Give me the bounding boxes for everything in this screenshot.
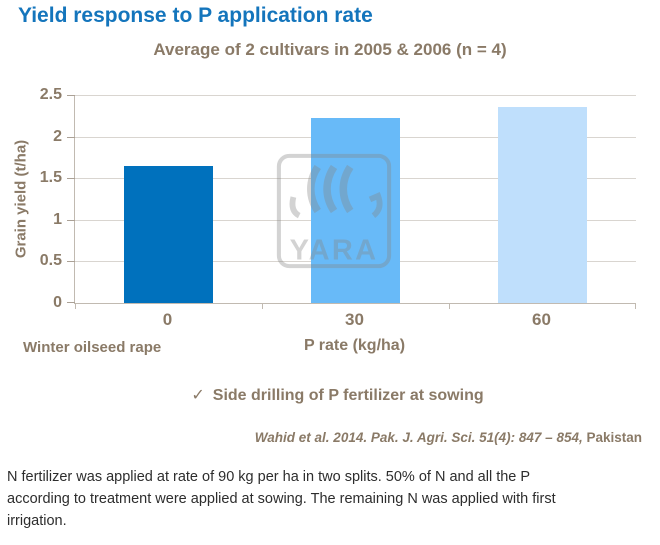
x-tick-label: 0 [162, 310, 173, 329]
y-tick-mark [67, 261, 75, 263]
check-note: ✓ Side drilling of P fertilizer at sowing [0, 385, 660, 405]
bar-p0 [124, 165, 213, 303]
x-axis-tick-labels: 0 30 60 [74, 310, 635, 330]
y-tick-mark [67, 178, 75, 180]
x-tick-mark [635, 303, 636, 309]
bar-band [262, 95, 449, 303]
y-tick-label: 0 [53, 294, 62, 311]
x-tick-label: 30 [345, 310, 364, 329]
series-label: Winter oilseed rape [23, 339, 162, 356]
check-icon: ✓ [191, 387, 205, 404]
y-axis-tick-labels: 0 0.5 1 1.5 2 2.5 [0, 86, 62, 311]
watermark-border [276, 153, 392, 269]
page-title: Yield response to P application rate [18, 4, 373, 27]
y-tick-label: 1.5 [39, 169, 62, 187]
check-note-text: Side drilling of P fertilizer at sowing [212, 387, 484, 404]
y-tick-mark [67, 219, 75, 221]
citation-italic: Wahid et al. 2014. Pak. J. Agri. Sci. 51… [254, 430, 583, 445]
y-tick-mark [67, 95, 75, 96]
bar-band [449, 95, 636, 303]
y-tick-mark [67, 302, 75, 303]
y-tick-label: 2 [53, 127, 62, 145]
yara-logo-watermark: YARA [276, 153, 392, 269]
chart-subtitle: Average of 2 cultivars in 2005 & 2006 (n… [153, 40, 507, 59]
y-tick-label: 0.5 [39, 252, 62, 270]
x-tick-mark [75, 303, 76, 309]
gridline [75, 95, 636, 96]
bar-band [75, 95, 262, 303]
x-axis-title: P rate (kg/ha) [303, 337, 406, 354]
citation-regular: Pakistan [582, 430, 642, 445]
y-tick-mark [67, 136, 75, 138]
x-tick-mark [262, 303, 263, 309]
footer-paragraph: N fertilizer was applied at rate of 90 k… [7, 469, 556, 529]
citation: Wahid et al. 2014. Pak. J. Agri. Sci. 51… [12, 430, 642, 445]
bar-p60 [498, 107, 587, 303]
bar-group [75, 95, 636, 303]
y-tick-label: 1 [53, 210, 62, 228]
y-tick-label: 2.5 [39, 86, 62, 103]
bar-p30 [311, 118, 400, 303]
plot-area: YARA [67, 95, 636, 309]
x-tick-mark [449, 303, 450, 309]
watermark-text: YARA [290, 235, 379, 267]
viking-ship-icon [289, 164, 383, 225]
x-tick-label: 60 [532, 310, 551, 329]
